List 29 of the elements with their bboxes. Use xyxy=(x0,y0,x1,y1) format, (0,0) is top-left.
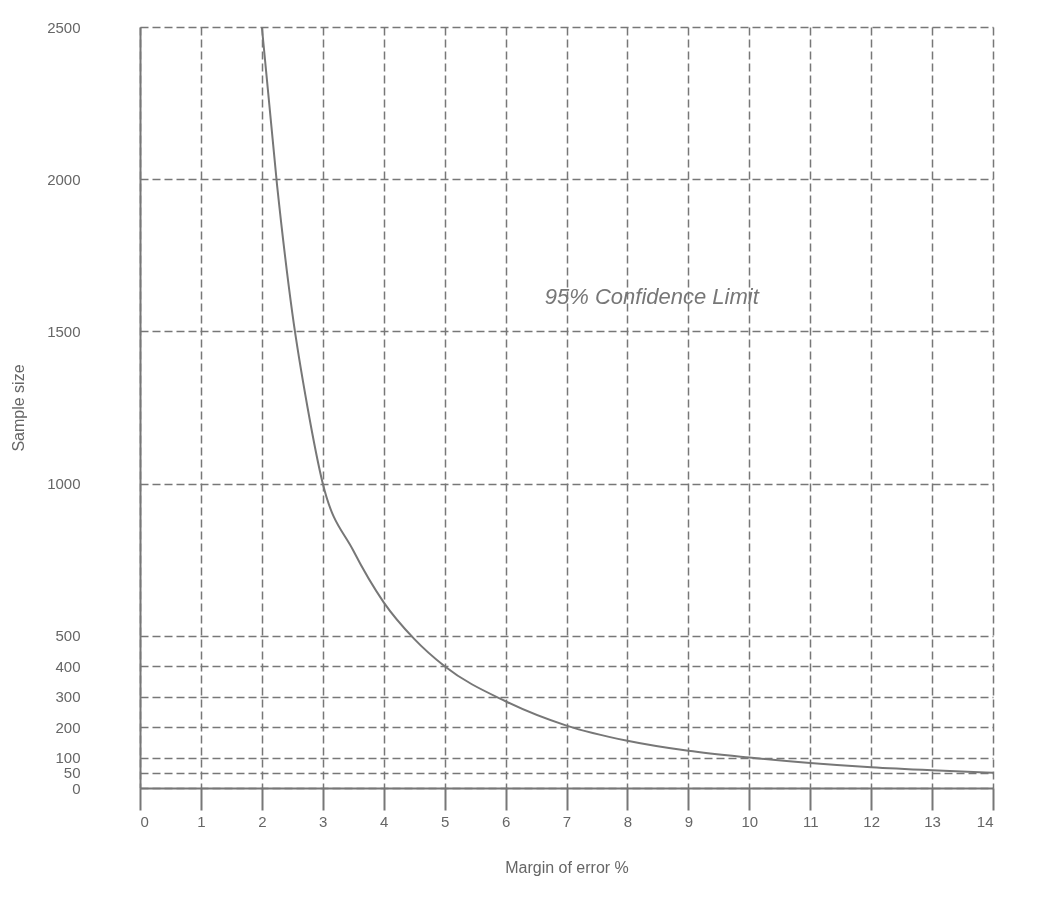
x-tick-label: 5 xyxy=(440,812,450,830)
y-tick-label: 2500 xyxy=(47,18,81,36)
y-tick-label: 0 xyxy=(72,779,81,797)
x-tick-label: 12 xyxy=(863,812,880,830)
y-tick-label: 500 xyxy=(55,627,81,645)
y-tick-label: 50 xyxy=(63,764,81,782)
x-tick-label: 4 xyxy=(380,812,389,830)
x-tick-label: 13 xyxy=(924,812,941,830)
x-tick-label: 0 xyxy=(140,812,149,830)
y-tick-label: 100 xyxy=(55,749,81,767)
y-tick-label: 2000 xyxy=(47,170,81,188)
x-tick-label: 8 xyxy=(623,812,633,830)
x-tick-label: 10 xyxy=(741,812,759,830)
y-tick-label: 400 xyxy=(55,657,81,675)
x-tick-label: 14 xyxy=(976,812,994,830)
x-tick-label: 9 xyxy=(684,812,694,830)
y-tick-label: 1500 xyxy=(47,322,81,340)
x-tick-label: 1 xyxy=(197,812,206,830)
y-axis-title: Sample size xyxy=(10,364,28,452)
x-tick-label: 11 xyxy=(802,812,819,830)
x-tick-label: 7 xyxy=(562,812,572,830)
y-tick-label: 300 xyxy=(55,688,81,706)
x-axis-title: Margin of error % xyxy=(505,858,629,876)
x-tick-label: 6 xyxy=(501,812,511,830)
annotation: 95% Confidence Limit xyxy=(544,284,760,310)
x-tick-label: 2 xyxy=(258,812,267,830)
x-tick-label: 3 xyxy=(319,812,328,830)
y-tick-label: 1000 xyxy=(47,475,81,493)
y-tick-label: 200 xyxy=(55,718,81,736)
